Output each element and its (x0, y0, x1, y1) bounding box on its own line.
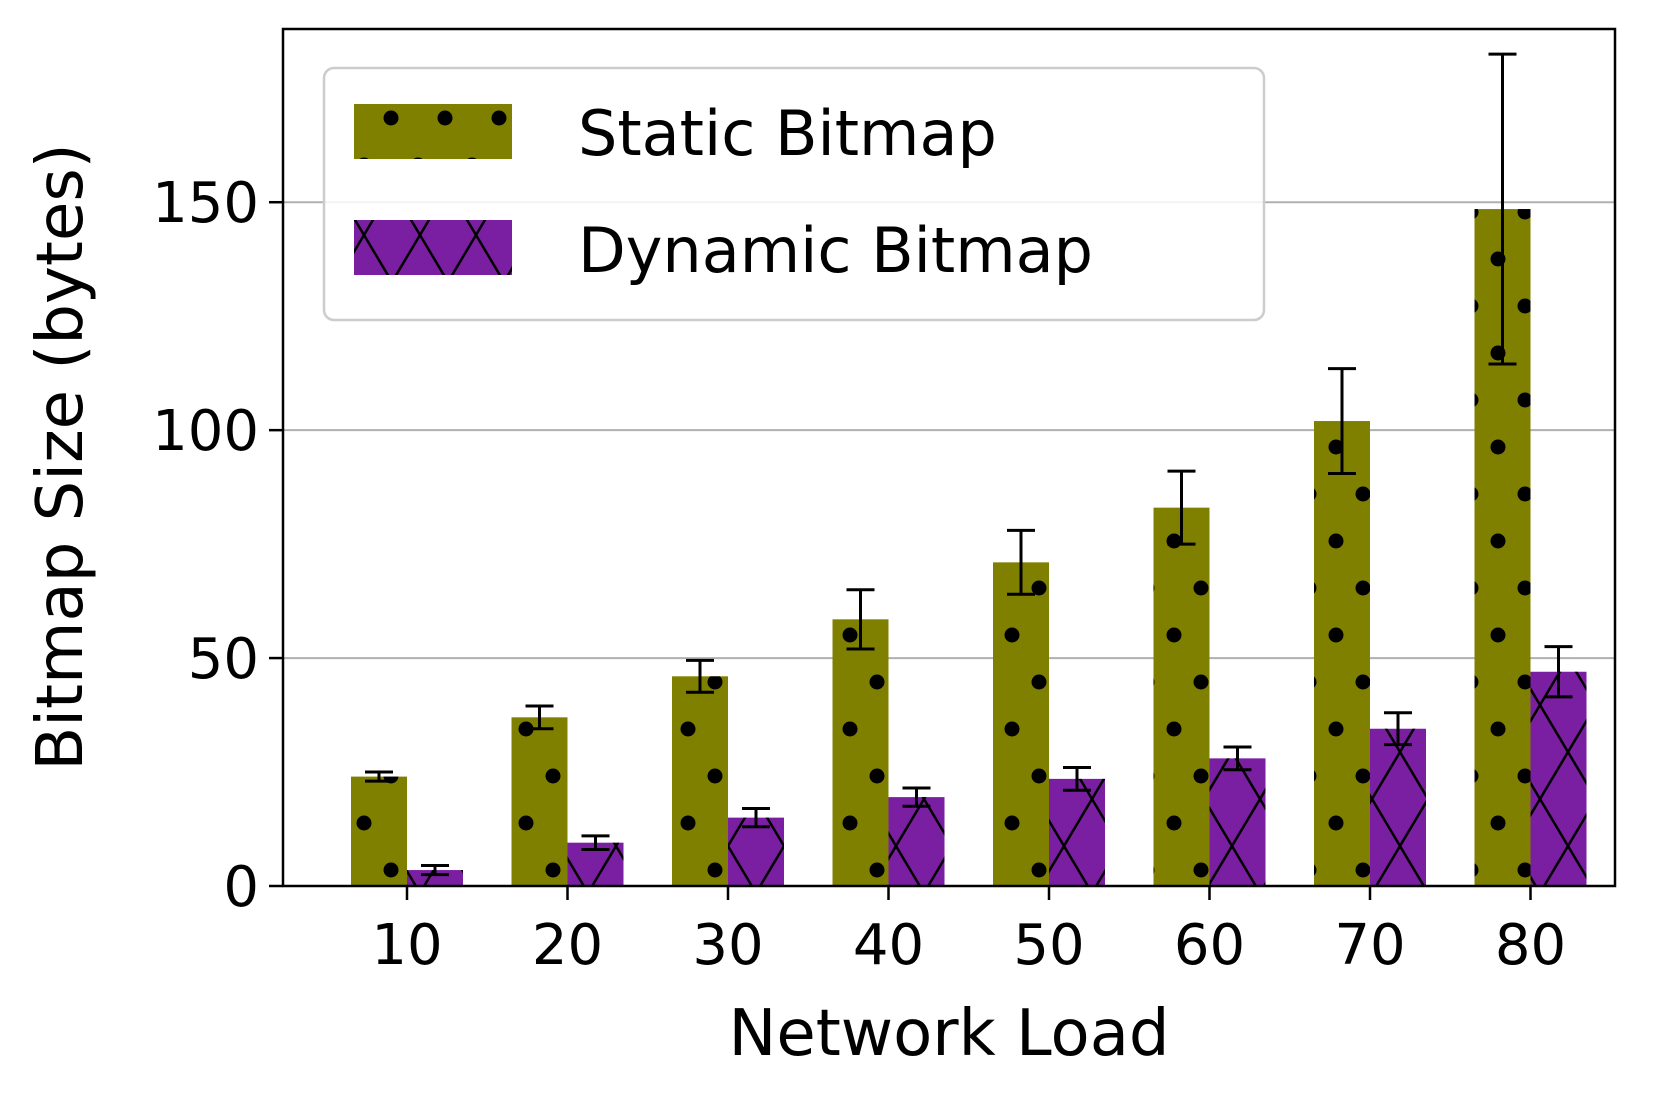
bar-pattern-static-bitmap-30 (672, 676, 728, 886)
bar-pattern-dynamic-bitmap-80 (1530, 671, 1587, 886)
legend-label-static: Static Bitmap (578, 97, 997, 170)
bar-pattern-dynamic-bitmap-70 (1370, 728, 1426, 886)
bar-pattern-static-bitmap-20 (511, 717, 568, 886)
x-tick-label-50: 50 (1013, 913, 1084, 978)
y-axis-ticks: 0 50 100 150 (152, 171, 283, 920)
legend-swatch-dynamic-pattern (354, 220, 512, 275)
x-tick-label-10: 10 (371, 913, 442, 978)
x-axis-label: Network Load (728, 997, 1169, 1071)
y-axis-label: Bitmap Size (bytes) (24, 143, 98, 770)
x-tick-label-60: 60 (1174, 913, 1245, 978)
bar-pattern-static-bitmap-40 (832, 619, 889, 886)
bar-pattern-dynamic-bitmap-50 (1049, 778, 1105, 886)
plot-frame (281, 27, 1617, 888)
legend-label-dynamic: Dynamic Bitmap (578, 214, 1093, 287)
y-tick-label-100: 100 (152, 399, 259, 464)
error-bars (365, 52, 1573, 877)
y-tick-label-50: 50 (188, 627, 259, 692)
x-tick-label-80: 80 (1495, 913, 1566, 978)
legend: Static Bitmap Dynamic Bitmap (322, 66, 1266, 322)
y-tick-label-0: 0 (223, 855, 259, 920)
x-tick-label-30: 30 (692, 913, 763, 978)
x-tick-label-20: 20 (532, 913, 603, 978)
bar-pattern-static-bitmap-70 (1314, 421, 1370, 886)
legend-swatch-static-pattern (354, 104, 512, 159)
y-tick-label-150: 150 (152, 171, 259, 236)
bar-pattern-dynamic-bitmap-60 (1209, 758, 1266, 886)
bar-pattern-dynamic-bitmap-40 (888, 797, 945, 886)
bar-pattern-static-bitmap-50 (993, 562, 1049, 886)
x-tick-label-40: 40 (853, 913, 924, 978)
legend-frame (322, 66, 1266, 322)
x-tick-label-70: 70 (1334, 913, 1405, 978)
bars (351, 209, 1587, 887)
bar-pattern-dynamic-bitmap-30 (728, 817, 784, 886)
bar-pattern-static-bitmap-10 (351, 776, 407, 886)
bar-pattern-static-bitmap-60 (1153, 507, 1210, 886)
x-axis-ticks: 10 20 30 40 50 60 70 80 (371, 886, 1566, 978)
